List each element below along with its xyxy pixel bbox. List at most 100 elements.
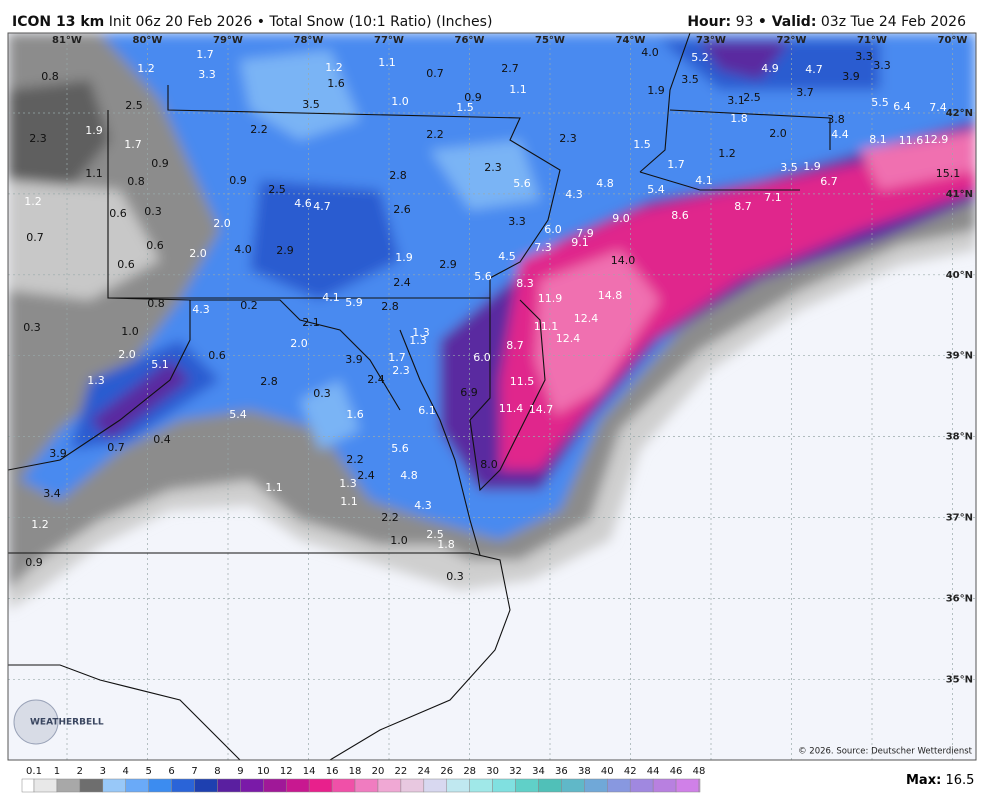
snow-amount: 4.1 — [695, 174, 713, 187]
colorbar-swatch — [515, 778, 539, 793]
snow-amount: 11.9 — [538, 292, 563, 305]
colorbar-label: 18 — [349, 766, 362, 777]
longitude-label: 77°W — [374, 35, 404, 46]
snow-amount: 1.9 — [85, 124, 103, 137]
snow-amount: 1.1 — [85, 167, 103, 180]
snow-amount: 2.8 — [389, 169, 407, 182]
snow-amount: 4.3 — [192, 303, 210, 316]
longitude-label: 73°W — [696, 35, 726, 46]
snow-amount: 4.3 — [565, 188, 583, 201]
colorbar-label: 7 — [191, 766, 197, 777]
snow-amount: 0.6 — [109, 207, 127, 220]
snow-amount: 8.3 — [516, 277, 534, 290]
snow-amount: 0.9 — [229, 174, 247, 187]
snow-amount: 2.9 — [276, 244, 294, 257]
snow-amount: 1.2 — [31, 518, 49, 531]
snow-amount: 5.6 — [391, 442, 409, 455]
colorbar-label: 9 — [237, 766, 243, 777]
colorbar-label: 46 — [670, 766, 683, 777]
snow-amount: 6.7 — [820, 175, 838, 188]
snow-amount: 4.3 — [414, 499, 432, 512]
snow-amount: 8.6 — [671, 209, 689, 222]
max-label: Max: — [906, 773, 941, 788]
snow-amount: 2.0 — [189, 247, 207, 260]
latitude-label: 36°N — [946, 593, 973, 604]
latitude-label: 37°N — [946, 513, 973, 524]
snow-amount: 0.9 — [151, 157, 169, 170]
snow-amount: 1.6 — [327, 77, 345, 90]
snow-amount: 2.5 — [125, 99, 143, 112]
colorbar-label: 5 — [145, 766, 151, 777]
hour: 93 — [736, 14, 754, 30]
snow-amount: 0.3 — [144, 205, 162, 218]
snow-amount: 5.1 — [151, 358, 169, 371]
snow-shading — [8, 33, 976, 610]
snow-amount: 2.5 — [268, 183, 286, 196]
snow-amount: 4.0 — [234, 243, 252, 256]
snow-amount: 4.4 — [831, 128, 849, 141]
snow-amount: 5.6 — [474, 270, 492, 283]
snow-amount: 1.1 — [265, 481, 283, 494]
snow-amount: 3.3 — [198, 68, 216, 81]
colorbar-label: 30 — [486, 766, 499, 777]
snow-amount: 1.7 — [667, 158, 685, 171]
snow-amount: 1.2 — [325, 61, 343, 74]
colorbar-label: 28 — [463, 766, 476, 777]
colorbar-label: 3 — [100, 766, 106, 777]
colorbar-swatch — [354, 778, 379, 793]
colorbar-swatch — [102, 778, 126, 793]
hour-label: Hour: — [687, 14, 731, 30]
credit: © 2026. Source: Deutscher Wetterdienst — [798, 747, 973, 757]
snow-amount: 3.3 — [873, 59, 891, 72]
snow-amount: 7.3 — [534, 241, 552, 254]
snow-amount: 1.1 — [340, 495, 358, 508]
snow-amount: 1.2 — [137, 62, 155, 75]
snow-amount: 1.7 — [388, 351, 406, 364]
colorbar-swatch — [125, 778, 149, 793]
colorbar-label: 48 — [693, 766, 706, 777]
snow-amount: 14.7 — [529, 403, 554, 416]
snow-amount: 11.4 — [499, 402, 524, 415]
boundaries — [8, 33, 831, 760]
colorbar-swatch — [675, 778, 700, 793]
colorbar-label: 6 — [168, 766, 174, 777]
longitude-label: 74°W — [616, 35, 646, 46]
colorbar-label: 16 — [326, 766, 339, 777]
colorbar-swatch — [607, 778, 631, 793]
snow-amount: 0.9 — [25, 556, 43, 569]
snow-amount: 1.8 — [730, 112, 748, 125]
snow-amount: 3.3 — [855, 50, 873, 63]
colorbar-label: 8 — [214, 766, 220, 777]
snow-amount: 4.0 — [641, 46, 659, 59]
snow-amount: 2.2 — [346, 453, 364, 466]
colorbar-label: 24 — [417, 766, 430, 777]
snow-amount: 7.9 — [576, 227, 594, 240]
logo-text: WEATHERBELL — [30, 718, 104, 728]
snow-amount: 15.1 — [936, 167, 961, 180]
colorbar-swatch — [377, 778, 402, 793]
snow-amount: 0.6 — [208, 349, 226, 362]
snow-amount: 5.9 — [345, 296, 363, 309]
snow-amount: 0.3 — [313, 387, 331, 400]
snow-amount: 1.0 — [390, 534, 408, 547]
snow-amount: 1.1 — [509, 83, 527, 96]
snow-amount: 3.9 — [345, 353, 363, 366]
snow-amount: 3.4 — [43, 487, 61, 500]
longitude-label: 72°W — [777, 35, 807, 46]
snow-amount: 2.3 — [559, 132, 577, 145]
latitude-label: 41°N — [946, 189, 973, 200]
snow-amount: 0.8 — [127, 175, 145, 188]
snow-amount: 5.6 — [513, 177, 531, 190]
snow-amount: 3.5 — [302, 98, 320, 111]
snow-amount: 1.5 — [633, 138, 651, 151]
snow-amount: 0.7 — [107, 441, 125, 454]
colorbar-label: 14 — [303, 766, 316, 777]
snow-amount: 2.0 — [118, 348, 136, 361]
colorbar-swatch — [446, 778, 470, 793]
snow-amount: 1.0 — [391, 95, 409, 108]
snow-amount: 2.1 — [302, 316, 320, 329]
snow-amount: 6.0 — [544, 223, 562, 236]
field: • Total Snow (10:1 Ratio) (Inches) — [257, 14, 493, 30]
colorbar-label: 12 — [280, 766, 293, 777]
